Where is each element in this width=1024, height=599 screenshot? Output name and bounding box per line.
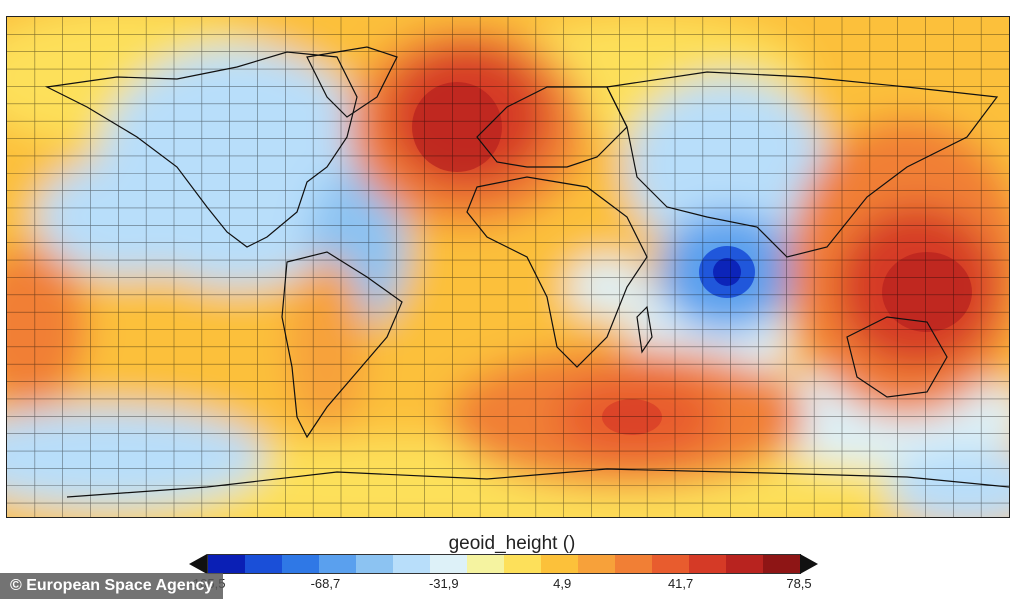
colorbar-arrow-left-icon: [189, 554, 207, 574]
world-map-icon: [7, 17, 1009, 517]
colorbar-tick-label: 41,7: [667, 576, 694, 591]
colorbar-swatch: [356, 555, 393, 573]
colorbar-tick-label: -31,9: [428, 576, 459, 591]
colorbar-swatch: [504, 555, 541, 573]
credit-label: © European Space Agency: [0, 573, 224, 599]
colorbar-swatch: [726, 555, 763, 573]
colorbar-swatch: [615, 555, 652, 573]
colorbar-swatch: [467, 555, 504, 573]
colorbar-swatch: [282, 555, 319, 573]
colorbar-swatch: [763, 555, 800, 573]
colorbar-swatch: [319, 555, 356, 573]
colorbar-swatch: [430, 555, 467, 573]
colorbar-title: geoid_height (): [448, 533, 576, 554]
colorbar-swatch: [393, 555, 430, 573]
colorbar-tick-label: -68,7: [310, 576, 341, 591]
colorbar-swatch: [652, 555, 689, 573]
colorbar-arrow-right-icon: [800, 554, 818, 574]
colorbar-tick-label: 78,5: [786, 576, 812, 591]
coastlines: [45, 46, 1009, 498]
geoid-map: [6, 16, 1010, 518]
colorbar-swatch: [689, 555, 726, 573]
colorbar-tick-label: 4,9: [553, 576, 572, 591]
colorbar-swatch: [541, 555, 578, 573]
colorbar-swatch: [208, 555, 245, 573]
lat-lon-grid: [7, 17, 1009, 517]
colorbar-swatch: [578, 555, 615, 573]
colorbar: [207, 554, 801, 574]
colorbar-swatch: [245, 555, 282, 573]
